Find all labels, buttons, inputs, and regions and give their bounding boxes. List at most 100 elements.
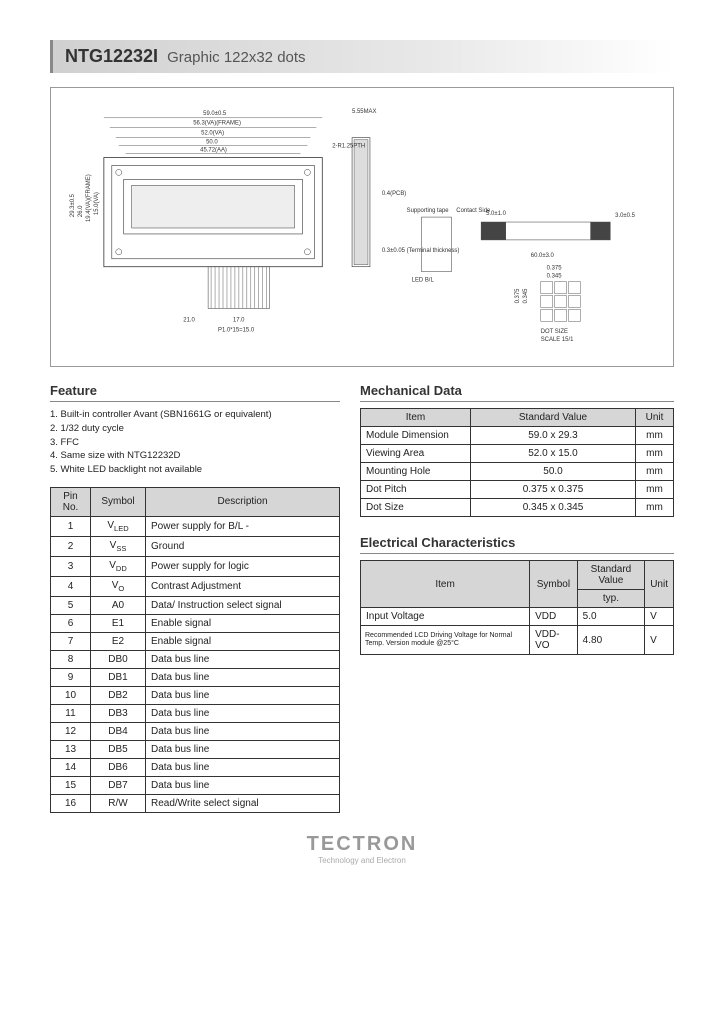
table-cell: DB7 bbox=[91, 776, 146, 794]
brand-logo: TECTRON bbox=[50, 833, 674, 856]
svg-text:3.0±0.5: 3.0±0.5 bbox=[615, 213, 635, 219]
table-row: 3VDDPower supply for logic bbox=[51, 556, 340, 576]
table-cell: 8 bbox=[51, 650, 91, 668]
table-cell: Power supply for logic bbox=[146, 556, 340, 576]
table-cell: Data bus line bbox=[146, 704, 340, 722]
table-row: Dot Size0.345 x 0.345mm bbox=[361, 499, 674, 517]
svg-text:45.72(AA): 45.72(AA) bbox=[200, 148, 227, 154]
svg-text:60.0±3.0: 60.0±3.0 bbox=[531, 253, 555, 259]
model-number: NTG12232I bbox=[65, 46, 158, 66]
svg-text:15.0(VA): 15.0(VA) bbox=[94, 192, 100, 215]
table-cell: V bbox=[645, 626, 674, 655]
table-cell: Data bus line bbox=[146, 776, 340, 794]
table-cell: Dot Size bbox=[361, 499, 471, 517]
table-row: 10DB2Data bus line bbox=[51, 686, 340, 704]
table-cell: Data bus line bbox=[146, 668, 340, 686]
table-cell: mm bbox=[636, 445, 674, 463]
table-cell: E1 bbox=[91, 614, 146, 632]
table-cell: Viewing Area bbox=[361, 445, 471, 463]
table-cell: DB6 bbox=[91, 758, 146, 776]
table-row: Recommended LCD Driving Voltage for Norm… bbox=[361, 626, 674, 655]
table-cell: Contrast Adjustment bbox=[146, 576, 340, 596]
pin-th-symbol: Symbol bbox=[91, 487, 146, 516]
elec-th-unit: Unit bbox=[645, 561, 674, 608]
table-row: 6E1Enable signal bbox=[51, 614, 340, 632]
table-row: 8DB0Data bus line bbox=[51, 650, 340, 668]
table-row: Dot Pitch0.375 x 0.375mm bbox=[361, 481, 674, 499]
elec-th-sv: Standard Value bbox=[577, 561, 645, 590]
table-cell: VO bbox=[91, 576, 146, 596]
table-cell: mm bbox=[636, 499, 674, 517]
table-row: 1VLEDPower supply for B/L - bbox=[51, 516, 340, 536]
table-cell: Ground bbox=[146, 536, 340, 556]
table-cell: Data/ Instruction select signal bbox=[146, 596, 340, 614]
table-row: 11DB3Data bus line bbox=[51, 704, 340, 722]
svg-text:0.345: 0.345 bbox=[547, 274, 563, 280]
elec-heading: Electrical Characteristics bbox=[360, 535, 674, 554]
table-cell: Recommended LCD Driving Voltage for Norm… bbox=[361, 626, 530, 655]
table-cell: Enable signal bbox=[146, 632, 340, 650]
table-cell: 0.375 x 0.375 bbox=[471, 481, 636, 499]
table-cell: 5 bbox=[51, 596, 91, 614]
svg-text:0.375: 0.375 bbox=[515, 288, 521, 304]
table-cell: 59.0 x 29.3 bbox=[471, 427, 636, 445]
table-cell: DB3 bbox=[91, 704, 146, 722]
table-row: 9DB1Data bus line bbox=[51, 668, 340, 686]
svg-text:50.0: 50.0 bbox=[206, 140, 218, 146]
table-cell: Read/Write select signal bbox=[146, 794, 340, 812]
table-cell: DB4 bbox=[91, 722, 146, 740]
table-cell: 6 bbox=[51, 614, 91, 632]
table-cell: DB2 bbox=[91, 686, 146, 704]
table-cell: Input Voltage bbox=[361, 608, 530, 626]
table-row: Viewing Area52.0 x 15.0mm bbox=[361, 445, 674, 463]
table-cell: Dot Pitch bbox=[361, 481, 471, 499]
table-row: 7E2Enable signal bbox=[51, 632, 340, 650]
feature-list: 1. Built-in controller Avant (SBN1661G o… bbox=[50, 408, 340, 477]
table-cell: 10 bbox=[51, 686, 91, 704]
svg-text:56.3(VA)(FRAME): 56.3(VA)(FRAME) bbox=[193, 121, 241, 127]
brand-tagline: Technology and Electron bbox=[50, 856, 674, 865]
svg-text:DOT SIZE: DOT SIZE bbox=[541, 329, 568, 335]
table-cell: mm bbox=[636, 463, 674, 481]
table-cell: 12 bbox=[51, 722, 91, 740]
elec-th-typ: typ. bbox=[577, 590, 645, 608]
svg-text:0.345: 0.345 bbox=[523, 288, 529, 304]
table-cell: VSS bbox=[91, 536, 146, 556]
table-cell: DB0 bbox=[91, 650, 146, 668]
pin-th-no: Pin No. bbox=[51, 487, 91, 516]
table-cell: VDD bbox=[530, 608, 578, 626]
svg-text:5.55MAX: 5.55MAX bbox=[352, 109, 376, 115]
table-cell: 16 bbox=[51, 794, 91, 812]
feature-item: 2. 1/32 duty cycle bbox=[50, 422, 340, 436]
table-cell: E2 bbox=[91, 632, 146, 650]
table-cell: 52.0 x 15.0 bbox=[471, 445, 636, 463]
table-cell: mm bbox=[636, 481, 674, 499]
svg-text:17.0: 17.0 bbox=[233, 317, 245, 323]
pin-table: Pin No. Symbol Description 1VLEDPower su… bbox=[50, 487, 340, 813]
svg-text:5.0±1.0: 5.0±1.0 bbox=[486, 211, 506, 217]
table-cell: VLED bbox=[91, 516, 146, 536]
table-row: 15DB7Data bus line bbox=[51, 776, 340, 794]
table-row: 4VOContrast Adjustment bbox=[51, 576, 340, 596]
title-bar: NTG12232I Graphic 122x32 dots bbox=[50, 40, 674, 73]
svg-text:59.0±0.5: 59.0±0.5 bbox=[203, 111, 227, 117]
svg-text:21.0: 21.0 bbox=[183, 317, 195, 323]
table-cell: 4 bbox=[51, 576, 91, 596]
table-cell: 4.80 bbox=[577, 626, 645, 655]
mech-th-unit: Unit bbox=[636, 409, 674, 427]
svg-text:0.4(PCB): 0.4(PCB) bbox=[382, 191, 406, 197]
feature-item: 3. FFC bbox=[50, 436, 340, 450]
table-row: 16R/WRead/Write select signal bbox=[51, 794, 340, 812]
table-cell: Data bus line bbox=[146, 740, 340, 758]
table-cell: mm bbox=[636, 427, 674, 445]
elec-table: Item Symbol Standard Value Unit typ. Inp… bbox=[360, 560, 674, 655]
pin-th-desc: Description bbox=[146, 487, 340, 516]
table-cell: 50.0 bbox=[471, 463, 636, 481]
table-cell: Mounting Hole bbox=[361, 463, 471, 481]
feature-item: 4. Same size with NTG12232D bbox=[50, 449, 340, 463]
table-row: Input VoltageVDD5.0V bbox=[361, 608, 674, 626]
mech-th-item: Item bbox=[361, 409, 471, 427]
table-cell: Data bus line bbox=[146, 650, 340, 668]
table-cell: Power supply for B/L - bbox=[146, 516, 340, 536]
table-cell: A0 bbox=[91, 596, 146, 614]
